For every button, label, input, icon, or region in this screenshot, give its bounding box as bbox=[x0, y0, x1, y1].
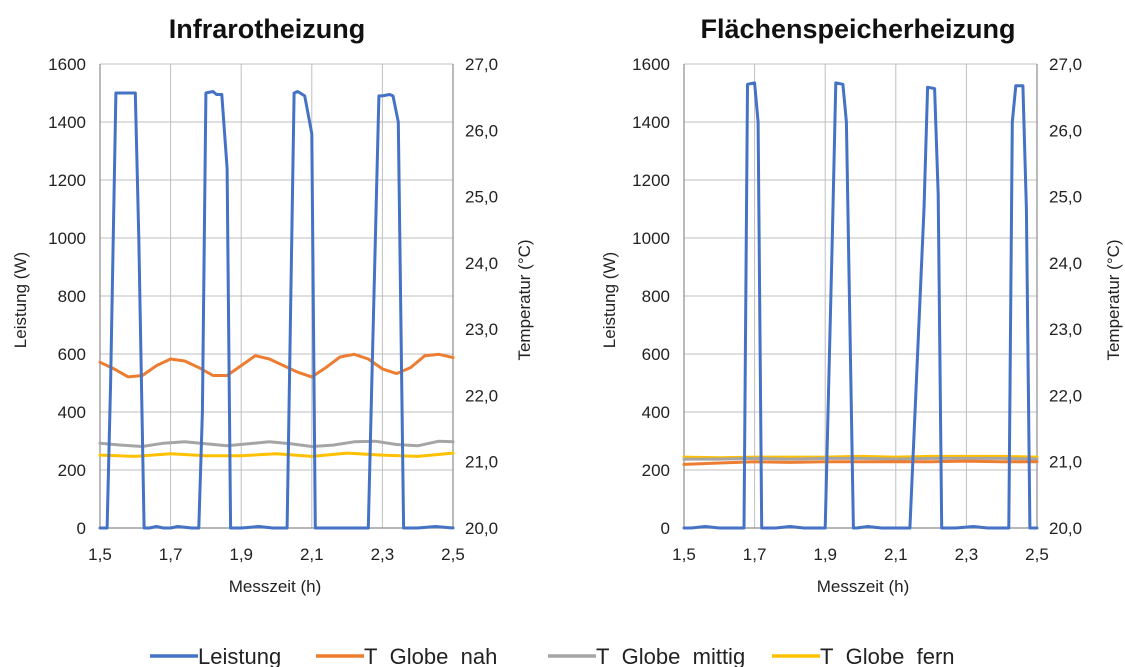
y-tick-label-right: 25,0 bbox=[465, 188, 498, 207]
y-axis-title-right: Temperatur (°C) bbox=[1104, 239, 1123, 360]
y-tick-label-right: 24,0 bbox=[465, 254, 498, 273]
y-tick-label-left: 1000 bbox=[632, 229, 670, 248]
y-tick-label-right: 25,0 bbox=[1049, 188, 1082, 207]
chart-flaechenspeicherheizung: Flächenspeicherheizung Leistung (W) Temp… bbox=[600, 14, 1123, 596]
y-tick-label-left: 400 bbox=[58, 403, 86, 422]
x-tick-label: 2,3 bbox=[371, 545, 395, 564]
x-tick-label: 1,7 bbox=[743, 545, 767, 564]
legend-item-leistung: Leistung bbox=[150, 644, 281, 667]
x-tick-label: 1,5 bbox=[88, 545, 112, 564]
y-tick-label-left: 600 bbox=[58, 345, 86, 364]
x-axis-title: Messzeit (h) bbox=[229, 577, 322, 596]
series-line-leistung bbox=[98, 90, 455, 530]
y-tick-label-right: 21,0 bbox=[1049, 453, 1082, 472]
y-tick-label-left: 800 bbox=[58, 287, 86, 306]
x-tick-label: 1,9 bbox=[813, 545, 837, 564]
x-axis-title: Messzeit (h) bbox=[817, 577, 910, 596]
y-tick-label-left: 1600 bbox=[48, 55, 86, 74]
y-tick-label-right: 21,0 bbox=[465, 453, 498, 472]
y-tick-label-right: 24,0 bbox=[1049, 254, 1082, 273]
y-tick-label-left: 200 bbox=[642, 461, 670, 480]
x-tick-label: 2,5 bbox=[1025, 545, 1049, 564]
y-tick-label-right: 27,0 bbox=[1049, 55, 1082, 74]
legend-label: Leistung bbox=[198, 644, 281, 667]
legend: Leistung T_Globe_nah T_Globe_mittig T_Globe… bbox=[150, 644, 955, 667]
series-line-t-globe-nah bbox=[682, 459, 1039, 466]
legend-label: T_Globe_mittig bbox=[596, 644, 745, 667]
chart-title: Flächenspeicherheizung bbox=[700, 14, 1015, 44]
y-axis-title-left: Leistung (W) bbox=[600, 252, 619, 348]
x-tick-label: 2,1 bbox=[884, 545, 908, 564]
legend-item-t-globe-fern: T_Globe_fern bbox=[772, 644, 955, 667]
y-tick-label-right: 26,0 bbox=[1049, 121, 1082, 140]
series-line-leistung bbox=[682, 81, 1039, 530]
y-tick-label-left: 1200 bbox=[632, 171, 670, 190]
y-tick-label-left: 800 bbox=[642, 287, 670, 306]
y-tick-label-right: 22,0 bbox=[1049, 386, 1082, 405]
y-tick-label-right: 20,0 bbox=[465, 519, 498, 538]
y-tick-label-right: 26,0 bbox=[465, 121, 498, 140]
legend-label: T_Globe_nah bbox=[364, 644, 497, 667]
y-tick-label-left: 1200 bbox=[48, 171, 86, 190]
y-tick-label-right: 23,0 bbox=[465, 320, 498, 339]
x-tick-label: 1,7 bbox=[159, 545, 183, 564]
y-tick-label-left: 0 bbox=[661, 519, 670, 538]
y-tick-label-right: 23,0 bbox=[1049, 320, 1082, 339]
x-tick-label: 2,5 bbox=[441, 545, 465, 564]
y-tick-label-left: 200 bbox=[58, 461, 86, 480]
series-line-t-globe-fern bbox=[98, 451, 455, 458]
y-tick-label-left: 400 bbox=[642, 403, 670, 422]
y-tick-label-left: 1400 bbox=[632, 113, 670, 132]
y-tick-label-left: 600 bbox=[642, 345, 670, 364]
chart-title: Infrarotheizung bbox=[169, 14, 366, 44]
x-tick-label: 1,5 bbox=[672, 545, 696, 564]
series-line-t-globe-nah bbox=[98, 352, 455, 379]
y-tick-label-right: 20,0 bbox=[1049, 519, 1082, 538]
legend-item-t-globe-mittig: T_Globe_mittig bbox=[548, 644, 745, 667]
y-tick-label-left: 1000 bbox=[48, 229, 86, 248]
y-tick-label-right: 27,0 bbox=[465, 55, 498, 74]
x-tick-label: 1,9 bbox=[229, 545, 253, 564]
series-line-t-globe-mittig bbox=[98, 439, 455, 448]
y-tick-label-left: 1600 bbox=[632, 55, 670, 74]
y-axis-title-right: Temperatur (°C) bbox=[515, 239, 534, 360]
x-tick-label: 2,1 bbox=[300, 545, 324, 564]
chart-infrarotheizung: Infrarotheizung Leistung (W) Temperatur … bbox=[11, 14, 534, 596]
legend-label: T_Globe_fern bbox=[820, 644, 955, 667]
y-tick-label-left: 0 bbox=[77, 519, 86, 538]
x-tick-label: 2,3 bbox=[955, 545, 979, 564]
series-line-t-globe-mittig bbox=[682, 456, 1039, 461]
legend-item-t-globe-nah: T_Globe_nah bbox=[316, 644, 497, 667]
y-axis-title-left: Leistung (W) bbox=[11, 252, 30, 348]
y-tick-label-right: 22,0 bbox=[465, 386, 498, 405]
y-tick-label-left: 1400 bbox=[48, 113, 86, 132]
